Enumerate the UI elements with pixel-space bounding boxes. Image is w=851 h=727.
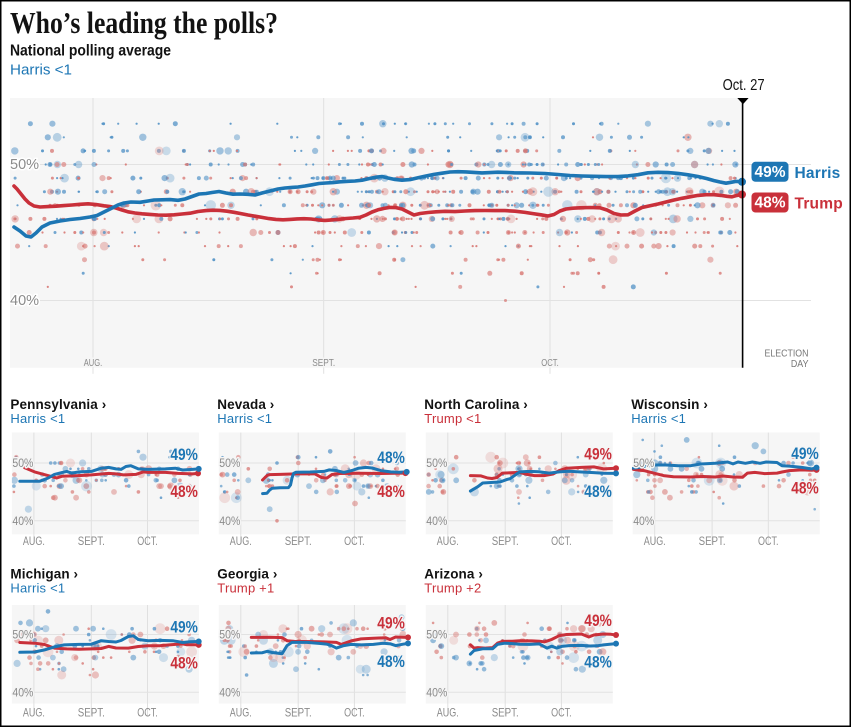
svg-text:North Carolina ›: North Carolina ›	[424, 397, 528, 412]
svg-text:40%: 40%	[426, 685, 447, 699]
svg-text:SEPT.: SEPT.	[78, 706, 105, 720]
svg-text:50%: 50%	[219, 628, 240, 642]
svg-text:Trump <1: Trump <1	[424, 411, 481, 426]
svg-text:48%: 48%	[754, 195, 785, 212]
svg-text:Harris <1: Harris <1	[10, 63, 72, 79]
svg-text:SEPT.: SEPT.	[492, 706, 519, 720]
svg-text:Harris <1: Harris <1	[10, 581, 65, 596]
svg-text:OCT.: OCT.	[344, 534, 365, 548]
svg-text:49%: 49%	[170, 445, 198, 464]
svg-text:50%: 50%	[633, 456, 654, 470]
svg-text:Pennsylvania ›: Pennsylvania ›	[10, 397, 106, 412]
svg-text:49%: 49%	[584, 611, 612, 630]
svg-text:OCT.: OCT.	[344, 706, 365, 720]
svg-text:40%: 40%	[219, 514, 240, 528]
svg-text:AUG.: AUG.	[644, 534, 666, 548]
svg-text:Trump +1: Trump +1	[217, 581, 274, 596]
svg-text:Harris <1: Harris <1	[217, 411, 272, 426]
svg-text:AUG.: AUG.	[437, 534, 459, 548]
svg-text:50%: 50%	[12, 628, 33, 642]
svg-text:48%: 48%	[584, 652, 612, 671]
svg-text:SEPT.: SEPT.	[285, 534, 312, 548]
svg-text:50%: 50%	[219, 456, 240, 470]
svg-text:OCT.: OCT.	[137, 706, 158, 720]
svg-text:40%: 40%	[12, 685, 33, 699]
svg-text:49%: 49%	[791, 444, 819, 463]
svg-text:AUG.: AUG.	[84, 357, 103, 369]
svg-text:48%: 48%	[170, 482, 198, 501]
svg-text:40%: 40%	[219, 685, 240, 699]
svg-text:SEPT.: SEPT.	[78, 534, 105, 548]
svg-text:48%: 48%	[584, 482, 612, 501]
svg-text:OCT.: OCT.	[137, 534, 158, 548]
svg-text:Arizona ›: Arizona ›	[424, 567, 483, 582]
svg-text:AUG.: AUG.	[230, 534, 252, 548]
svg-text:40%: 40%	[10, 293, 39, 309]
svg-text:49%: 49%	[377, 614, 405, 633]
svg-text:SEPT.: SEPT.	[492, 534, 519, 548]
svg-text:Michigan ›: Michigan ›	[10, 567, 78, 582]
svg-text:50%: 50%	[12, 456, 33, 470]
svg-text:48%: 48%	[377, 448, 405, 467]
svg-text:49%: 49%	[170, 618, 198, 637]
svg-text:SEPT.: SEPT.	[285, 706, 312, 720]
svg-text:40%: 40%	[426, 514, 447, 528]
svg-text:AUG.: AUG.	[437, 706, 459, 720]
svg-text:Who’s leading the polls?: Who’s leading the polls?	[10, 5, 278, 40]
svg-text:Harris <1: Harris <1	[10, 411, 65, 426]
svg-text:AUG.: AUG.	[230, 706, 252, 720]
svg-text:Nevada ›: Nevada ›	[217, 397, 274, 412]
svg-text:Georgia ›: Georgia ›	[217, 567, 277, 582]
svg-text:OCT.: OCT.	[541, 357, 559, 369]
svg-text:AUG.: AUG.	[23, 534, 45, 548]
svg-text:49%: 49%	[584, 444, 612, 463]
svg-text:SEPT.: SEPT.	[312, 357, 335, 369]
svg-text:Harris: Harris	[795, 165, 841, 182]
svg-text:DAY: DAY	[791, 358, 809, 370]
svg-text:National polling average: National polling average	[10, 43, 171, 60]
svg-text:40%: 40%	[633, 514, 654, 528]
svg-text:Trump +2: Trump +2	[424, 581, 481, 596]
svg-text:48%: 48%	[377, 652, 405, 671]
svg-text:Trump: Trump	[795, 196, 843, 213]
svg-text:50%: 50%	[10, 157, 39, 173]
svg-text:48%: 48%	[170, 654, 198, 673]
svg-text:50%: 50%	[426, 456, 447, 470]
svg-text:Oct. 27: Oct. 27	[723, 77, 765, 94]
svg-text:AUG.: AUG.	[23, 706, 45, 720]
svg-text:48%: 48%	[791, 479, 819, 498]
svg-text:48%: 48%	[377, 482, 405, 501]
svg-text:Wisconsin ›: Wisconsin ›	[631, 397, 708, 412]
svg-text:49%: 49%	[754, 164, 785, 181]
svg-text:Harris <1: Harris <1	[631, 411, 686, 426]
svg-text:OCT.: OCT.	[551, 706, 572, 720]
svg-text:SEPT.: SEPT.	[699, 534, 726, 548]
svg-text:40%: 40%	[12, 514, 33, 528]
svg-text:ELECTION: ELECTION	[765, 348, 809, 360]
svg-text:50%: 50%	[426, 628, 447, 642]
svg-text:OCT.: OCT.	[551, 534, 572, 548]
svg-text:OCT.: OCT.	[758, 534, 779, 548]
